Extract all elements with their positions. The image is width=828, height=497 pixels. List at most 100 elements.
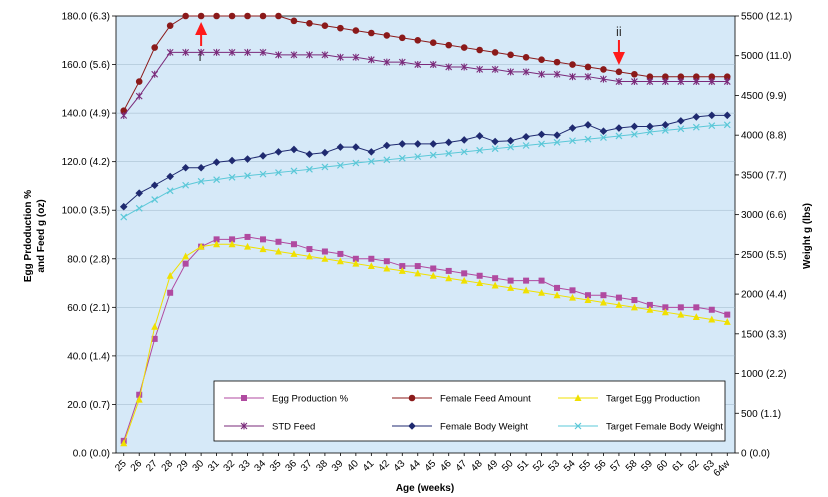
left-tick-label: 160.0 (5.6) [62,60,110,71]
data-point [135,189,144,197]
data-point [476,272,483,279]
data-point [661,308,669,316]
right-tick-label: 1500 (3.3) [741,329,787,340]
data-point [275,51,282,59]
data-point [692,78,700,86]
data-point [475,132,484,140]
data-point [445,150,453,157]
legend-item-female-body-weight: Female Body Weight [392,422,528,433]
data-point [213,12,220,20]
data-point [150,181,159,190]
data-point [646,301,653,308]
annotation-i: i [195,22,208,64]
data-point [584,73,592,81]
data-point [569,293,577,301]
data-point [460,136,468,144]
y-axis-title-right: Weight g (lbs) [802,203,813,269]
data-point [445,41,453,49]
data-point [243,155,252,163]
data-point [213,48,220,56]
left-axis: 0.0 (0.0) 20.0 (0.7) 40.0 (1.4) 60.0 (2.1) 8… [62,12,116,460]
legend-item-target-female-body-weight: Target Female Body Weight [558,422,723,433]
data-point [182,48,190,56]
data-point [553,58,561,66]
data-point [244,233,251,240]
data-point [476,65,484,73]
data-point [631,70,638,78]
data-point [166,22,174,30]
data-point [182,12,189,20]
data-point [213,236,220,243]
data-point [259,245,267,253]
data-point [507,51,514,59]
data-point [197,163,205,172]
data-point [383,32,391,39]
data-point [228,48,236,56]
data-point [151,335,158,342]
data-point [228,156,236,165]
data-point [708,315,716,323]
data-point [584,63,592,71]
data-point [476,146,484,154]
data-point [553,70,561,78]
data-point [151,196,159,203]
data-point [569,61,576,68]
series-target-female-body-weight [120,121,731,221]
series-female-feed-amount [120,12,731,114]
data-point [584,292,591,299]
data-point [554,284,561,291]
data-point [507,284,515,291]
data-point [244,12,251,20]
legend-swatch-marker [574,422,582,430]
data-point [693,73,700,80]
data-point [414,36,422,44]
data-point [197,48,205,56]
data-point [166,271,174,279]
data-point [212,158,221,166]
data-point [306,19,313,27]
data-point [213,240,221,248]
data-point [723,318,731,325]
data-point [600,75,607,83]
left-tick-label: 100.0 (3.5) [62,206,110,217]
data-point [228,173,236,181]
data-point [290,167,298,175]
data-point [306,165,313,173]
data-point [537,130,546,139]
data-point [399,263,406,270]
series-line-target-egg-production [123,243,728,444]
data-point [599,298,607,306]
legend-item-target-egg-production: Target Egg Production [558,394,700,405]
data-point [135,92,143,100]
data-point [724,311,731,318]
data-point [599,127,608,136]
data-point [522,68,530,76]
data-point [197,12,205,20]
data-point [275,169,282,176]
data-point [274,148,283,156]
data-point [646,128,654,136]
series-female-body-weight [119,111,732,211]
legend-label: Egg Production % [272,394,349,405]
data-point [600,292,607,299]
data-point [522,53,530,61]
data-point [661,126,669,134]
data-point [677,125,685,133]
data-point [646,78,654,86]
right-tick-label: 4500 (9.9) [741,91,787,102]
data-point [569,73,576,81]
data-point [306,246,313,253]
data-point [445,63,453,71]
data-point [120,439,128,447]
right-tick-label: 3500 (7.7) [741,170,787,181]
data-point [661,121,670,129]
data-point [166,187,174,195]
data-point [491,281,499,289]
data-point [476,46,483,54]
data-point [228,12,236,20]
data-point [538,288,546,296]
legend-box [213,380,726,442]
data-point [135,204,143,212]
data-point [367,56,375,64]
data-point [151,70,159,78]
